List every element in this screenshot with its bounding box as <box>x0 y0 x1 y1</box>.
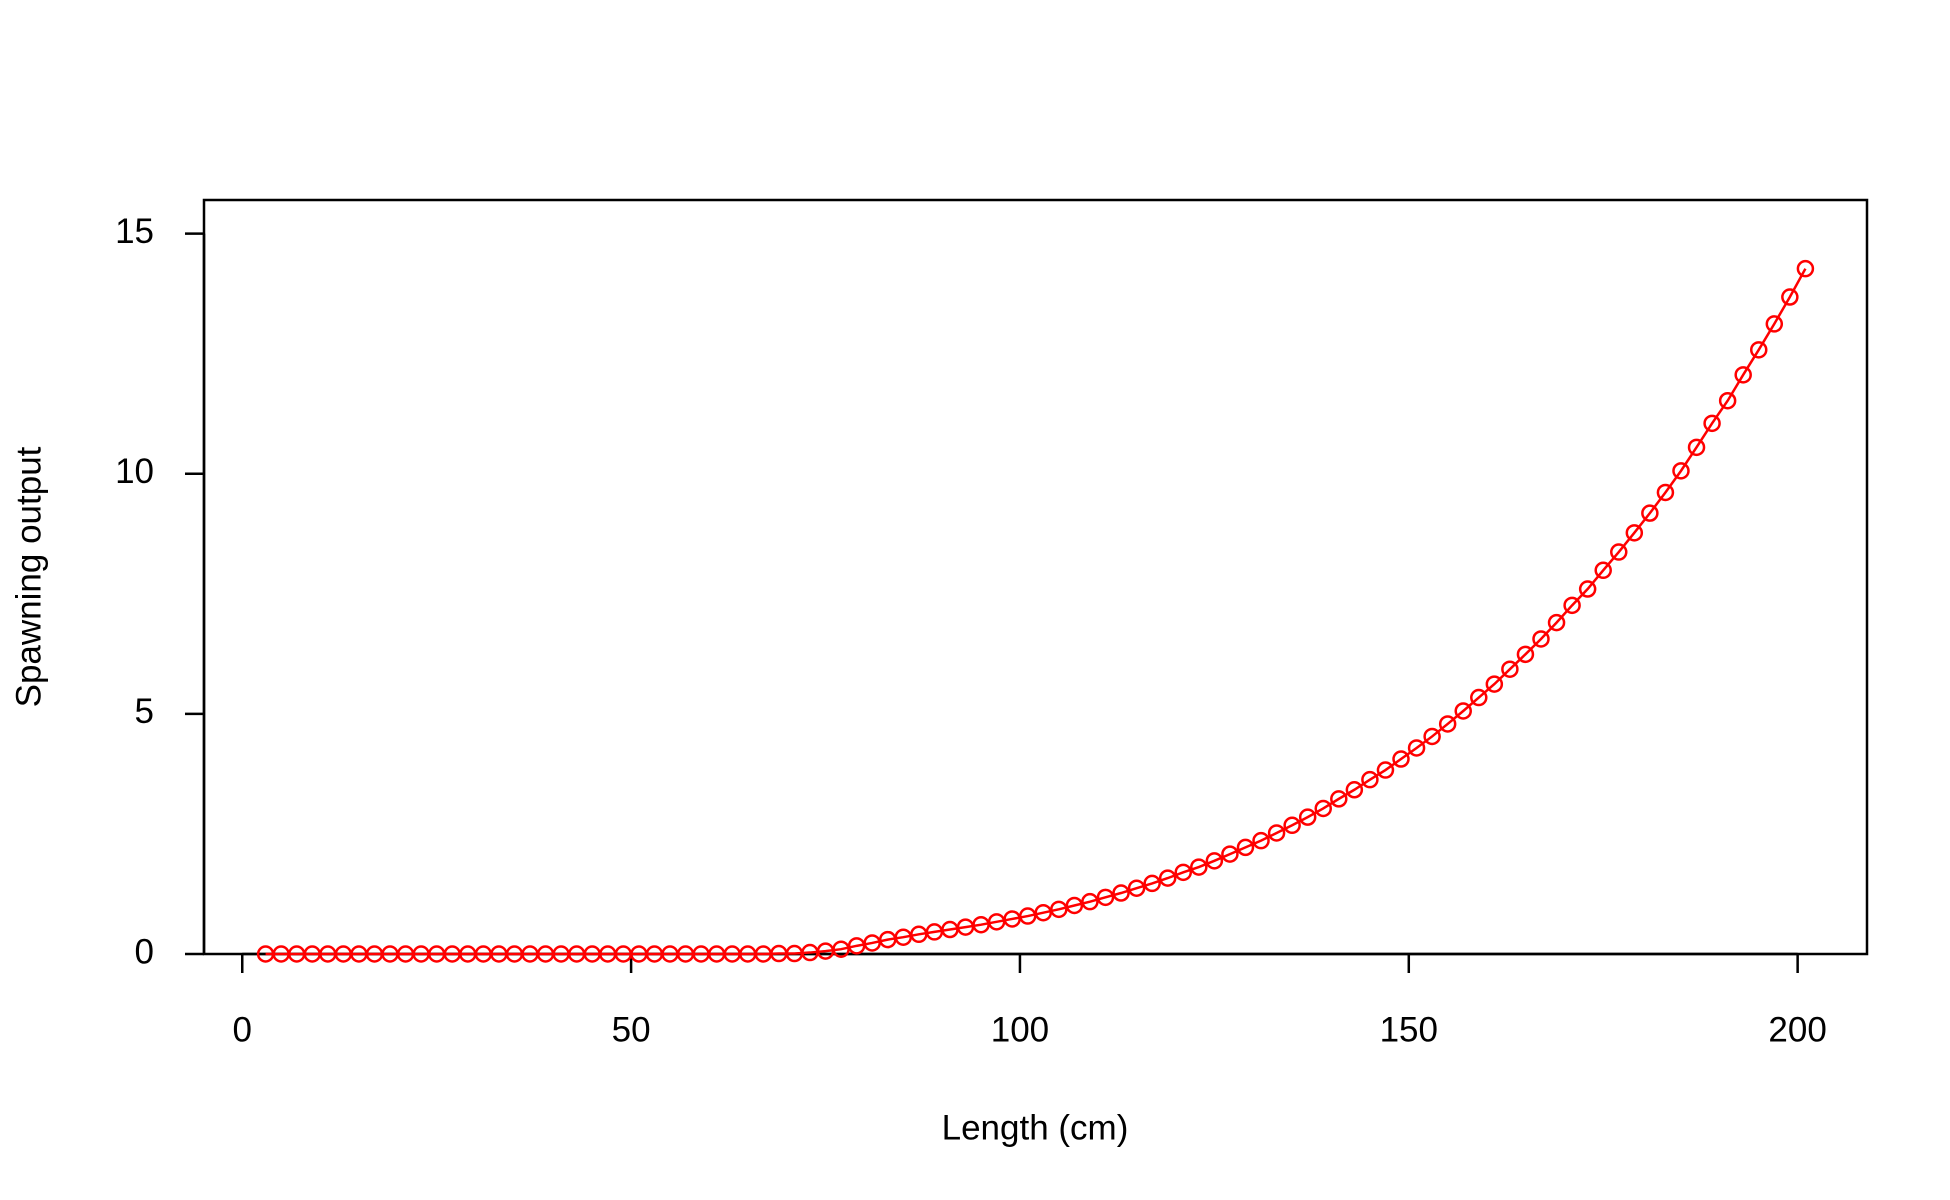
y-tick-label: 10 <box>115 452 154 491</box>
data-point <box>1065 896 1084 915</box>
data-point <box>1485 675 1504 693</box>
data-point <box>1547 613 1566 632</box>
data-point <box>1656 483 1675 502</box>
data-point <box>1672 462 1690 480</box>
data-point <box>1096 888 1115 907</box>
data-point <box>1578 580 1597 598</box>
data-point <box>1314 799 1332 818</box>
data-point <box>1050 900 1068 919</box>
y-tick-label: 5 <box>135 692 154 731</box>
data-point <box>1610 543 1628 561</box>
data-point <box>1423 727 1441 746</box>
data-point <box>1796 259 1815 278</box>
x-axis-title: Length (cm) <box>942 1108 1129 1147</box>
data-point <box>1532 630 1550 648</box>
data-point <box>1407 739 1426 757</box>
x-tick-label: 200 <box>1768 1010 1826 1049</box>
data-point <box>1143 874 1161 893</box>
x-tick-label: 50 <box>612 1010 651 1049</box>
data-point <box>1470 688 1488 707</box>
data-point <box>1283 816 1301 835</box>
data-point <box>1252 831 1270 850</box>
data-point <box>1081 892 1099 911</box>
data-point <box>1734 366 1752 384</box>
data-point <box>1267 824 1286 842</box>
data-point <box>1501 660 1519 678</box>
data-point <box>1330 790 1348 808</box>
data-point <box>1361 770 1379 789</box>
data-point <box>1221 845 1239 863</box>
data-point <box>1703 414 1721 433</box>
data-point <box>1781 288 1799 306</box>
data-point <box>1205 852 1224 870</box>
plot-frame <box>202 198 1869 956</box>
data-point <box>1376 761 1395 779</box>
data-point <box>1718 391 1737 410</box>
data-point <box>1112 884 1130 902</box>
data-point <box>1438 715 1457 733</box>
data-point <box>1392 750 1410 768</box>
data-point <box>1594 561 1612 580</box>
data-point <box>1190 858 1208 876</box>
data-point <box>1454 702 1472 720</box>
data-point <box>1345 781 1364 799</box>
data-point <box>1625 524 1644 542</box>
data-point <box>1516 645 1535 664</box>
data-point <box>1687 438 1706 457</box>
y-axis-title: Spawning output <box>9 446 48 707</box>
data-point <box>1158 869 1177 887</box>
data-point <box>1563 596 1581 615</box>
x-tick-label: 150 <box>1380 1010 1438 1049</box>
y-tick-label: 15 <box>115 212 154 251</box>
data-point <box>1174 863 1193 882</box>
data-point <box>1749 341 1768 359</box>
data-point <box>1765 315 1784 333</box>
data-point <box>1236 838 1255 857</box>
data-point <box>1298 808 1317 826</box>
x-tick-label: 100 <box>991 1010 1049 1049</box>
data-point <box>1641 504 1659 522</box>
y-tick-label: 0 <box>135 932 154 971</box>
data-point <box>1127 879 1146 897</box>
x-tick-label: 0 <box>233 1010 252 1049</box>
